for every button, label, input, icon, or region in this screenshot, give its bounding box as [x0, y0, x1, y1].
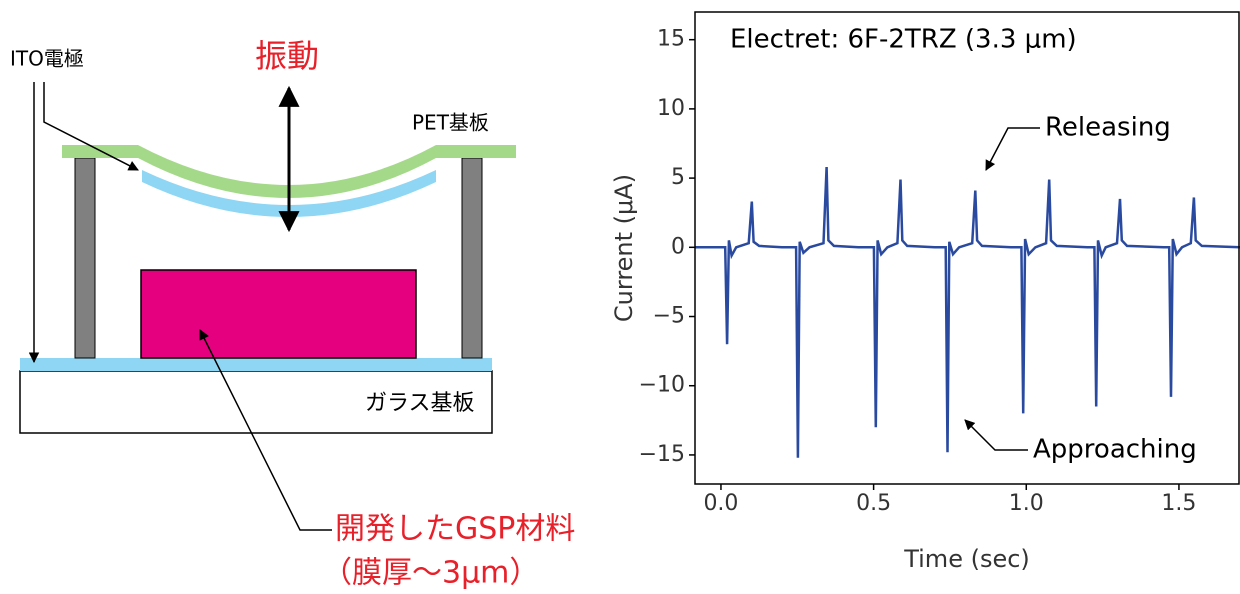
gsp-block [141, 270, 416, 358]
glass-label: ガラス基板 [365, 391, 475, 416]
y-tick-label: −5 [653, 304, 685, 329]
current-trace [695, 167, 1240, 458]
y-axis-title: Current (μA) [610, 174, 638, 322]
x-tick-label: 0.0 [703, 491, 738, 516]
gsp-thickness: （膜厚～3μm） [322, 556, 539, 591]
figure: ITO電極 振動 PET基板 ガラス基板 開発したGSP材料 （膜厚～3μm） … [0, 0, 1240, 594]
annotation-arrow [986, 128, 1040, 170]
y-tick-label: −10 [639, 373, 685, 398]
y-tick-label: 10 [657, 96, 685, 121]
ito-layer [20, 358, 492, 371]
gsp-label: 開発したGSP材料 [335, 512, 575, 547]
y-tick-label: 0 [671, 234, 685, 259]
annotation: Releasing [1045, 113, 1171, 143]
y-tick-label: 5 [671, 165, 685, 190]
chart: Electret: 6F-2TRZ (3.3 μm) Releasing App… [610, 25, 1197, 574]
x-tick-label: 1.5 [1161, 491, 1196, 516]
annotation-arrow [965, 420, 1028, 450]
spacer [462, 158, 482, 358]
y-tick-label: −15 [639, 442, 685, 467]
ito-label: ITO電極 [10, 47, 84, 71]
spacer [75, 158, 95, 358]
y-tick-label: 15 [657, 27, 685, 52]
annotation: Approaching [1033, 435, 1197, 465]
annotation: Electret: 6F-2TRZ (3.3 μm) [730, 25, 1077, 55]
x-tick-label: 0.5 [856, 491, 891, 516]
x-axis-title: Time (sec) [903, 545, 1030, 573]
pet-label: PET基板 [412, 111, 489, 135]
vibration-label: 振動 [255, 37, 319, 75]
x-tick-label: 1.0 [1009, 491, 1044, 516]
device-diagram: ITO電極 振動 PET基板 ガラス基板 開発したGSP材料 （膜厚～3μm） [10, 37, 575, 591]
